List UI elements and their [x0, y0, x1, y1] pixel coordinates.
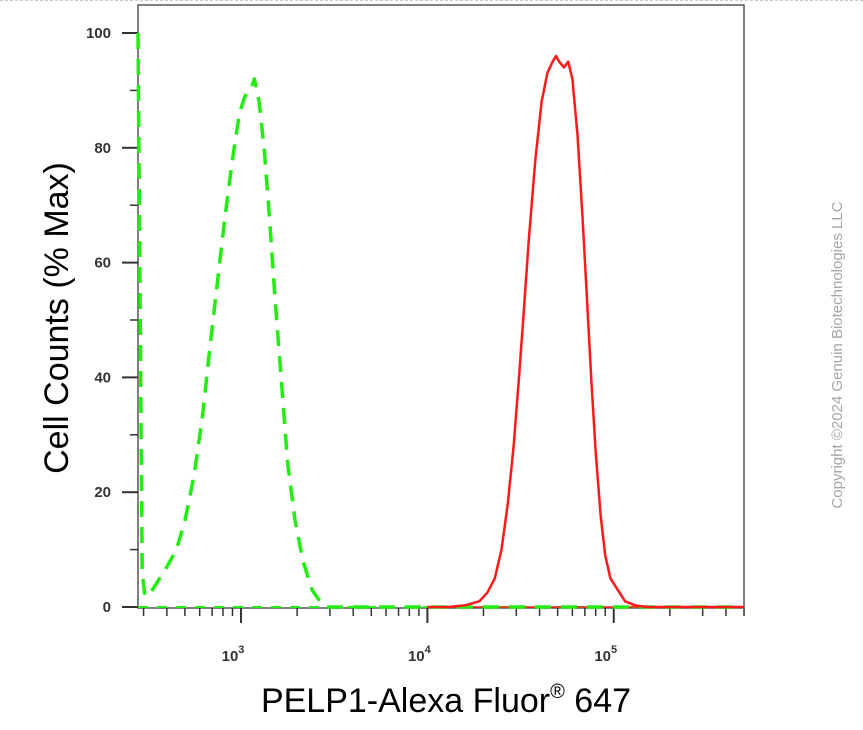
top-border	[0, 0, 863, 1]
y-tick-label: 100	[86, 25, 111, 42]
plot-frame	[137, 4, 745, 609]
x-tick-label: 105	[594, 644, 617, 665]
x-axis: 103 104 105	[142, 608, 745, 665]
x-axis-label-registered: ®	[550, 681, 565, 703]
x-tick-base: 10	[594, 648, 611, 665]
y-axis: 0 20 40 60 80 100	[86, 25, 138, 616]
y-tick-label: 60	[94, 255, 111, 272]
solid-histogram-line	[427, 54, 744, 609]
y-tick-label: 20	[94, 484, 111, 501]
x-tick-label: 104	[408, 644, 432, 665]
x-axis-label: PELP1-Alexa Fluor® 647	[261, 681, 631, 720]
x-axis-label-main: PELP1-Alexa Fluor	[261, 682, 550, 720]
series-layer	[136, 32, 744, 609]
dashed-histogram-line	[136, 32, 744, 609]
x-tick-exponent: 3	[238, 644, 244, 656]
y-axis-label: Cell Counts (% Max)	[38, 162, 76, 474]
y-tick-label: 0	[103, 599, 111, 616]
x-tick-base: 10	[222, 648, 239, 665]
y-tick-label: 40	[94, 369, 111, 386]
x-tick-base: 10	[408, 648, 425, 665]
y-tick-label: 80	[94, 140, 111, 157]
copyright-text: Copyright ©2024 Genuin Biotechnologies L…	[829, 201, 846, 508]
x-tick-exponent: 5	[611, 644, 617, 656]
x-tick-label: 103	[222, 644, 245, 665]
x-tick-exponent: 4	[425, 644, 432, 656]
x-axis-label-tail: 647	[565, 682, 631, 720]
